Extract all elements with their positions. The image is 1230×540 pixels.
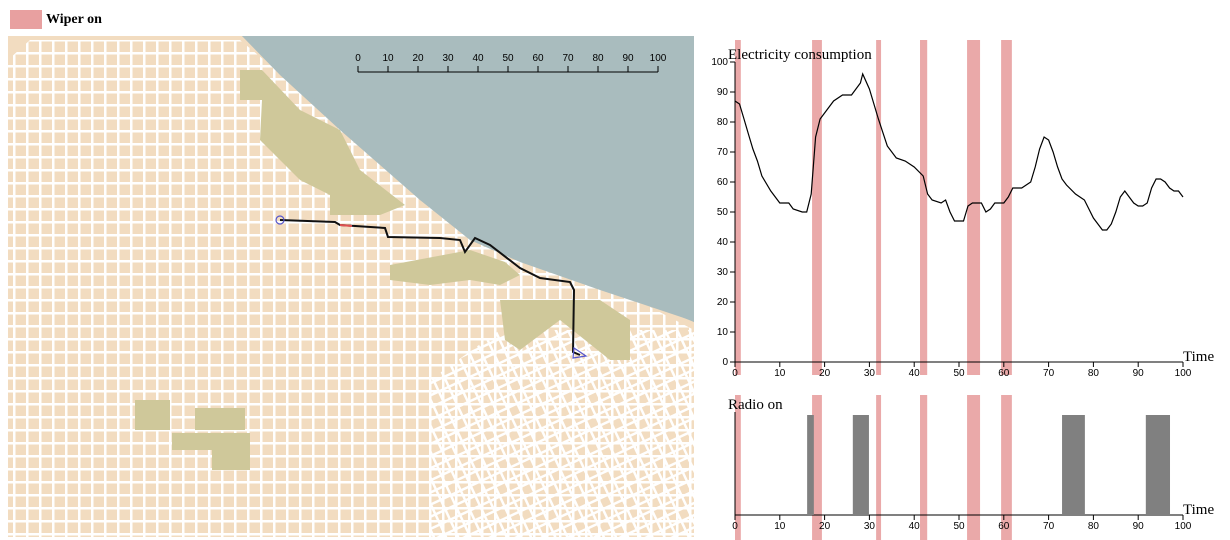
wiper-band: [1001, 40, 1012, 375]
radio-on-bar: [852, 415, 869, 515]
x-axis-label: Time: [1183, 502, 1214, 518]
y-tick-label: 0: [722, 357, 728, 368]
x-tick-label: 100: [1175, 521, 1192, 532]
wiper-band: [735, 40, 741, 375]
x-tick-label: 50: [953, 521, 965, 532]
x-tick-label: 60: [998, 521, 1010, 532]
x-tick-label: 40: [909, 368, 921, 379]
park: [240, 70, 405, 215]
wiper-band: [735, 395, 741, 540]
y-tick-label: 20: [717, 297, 729, 308]
water-edge: [242, 36, 694, 322]
y-tick-label: 80: [717, 117, 729, 128]
y-tick-label: 40: [717, 237, 729, 248]
scale-label: 0: [355, 53, 361, 64]
wiper-band: [876, 40, 882, 375]
x-tick-label: 40: [909, 521, 921, 532]
wiper-band: [1001, 395, 1012, 540]
y-tick-label: 50: [717, 207, 729, 218]
route-start: [275, 215, 285, 225]
y-tick-label: 100: [711, 57, 728, 68]
x-tick-label: 80: [1088, 368, 1100, 379]
scale: 0 10 20 30 40 50 60 70 80 90 100: [355, 53, 667, 72]
x-tick-label: 80: [1088, 521, 1100, 532]
x-tick-label: 30: [864, 521, 876, 532]
chart-title: Electricity consumption: [728, 47, 872, 63]
park: [390, 250, 520, 285]
consumption-line: [734, 72, 1184, 231]
scale-label: 90: [622, 53, 634, 64]
park: [500, 300, 630, 360]
wiper-band: [876, 395, 882, 540]
x-tick-label: 0: [732, 368, 738, 379]
map: 0 10 20 30 40 50 60 70 80 90 100: [8, 36, 694, 537]
y-tick-label: 60: [717, 177, 729, 188]
x-tick-label: 10: [774, 368, 786, 379]
x-tick-label: 70: [1043, 521, 1055, 532]
wiper-band: [812, 40, 822, 375]
route-wiper: [339, 224, 353, 227]
scale-label: 30: [442, 53, 454, 64]
x-tick-label: 50: [953, 368, 965, 379]
streets-diagonal: [430, 330, 694, 537]
legend-swatch: [10, 10, 42, 29]
route: [279, 219, 581, 356]
x-tick-label: 20: [819, 521, 831, 532]
x-tick-label: 100: [1175, 368, 1192, 379]
y-tick-label: 90: [717, 87, 729, 98]
scale-label: 60: [532, 53, 544, 64]
scale-label: 10: [382, 53, 394, 64]
x-tick-label: 0: [732, 521, 738, 532]
x-tick-label: 30: [864, 368, 876, 379]
legend-label: Wiper on: [46, 12, 102, 27]
wiper-band: [812, 395, 822, 540]
chart-title: Radio on: [728, 397, 783, 413]
wiper-band: [920, 395, 928, 540]
scale-label: 80: [592, 53, 604, 64]
wiper-band: [920, 40, 928, 375]
radio-on-bar: [1062, 415, 1085, 515]
scale-label: 100: [650, 53, 667, 64]
x-tick-label: 70: [1043, 368, 1055, 379]
wiper-band: [967, 40, 981, 375]
y-tick-label: 30: [717, 267, 729, 278]
wiper-band: [967, 395, 981, 540]
x-axis-label: Time: [1183, 349, 1214, 365]
x-tick-label: 60: [998, 368, 1010, 379]
x-tick-label: 90: [1133, 368, 1145, 379]
route-end: [572, 346, 588, 359]
x-tick-label: 20: [819, 368, 831, 379]
y-tick-label: 70: [717, 147, 729, 158]
radio-on-bar: [807, 415, 814, 515]
x-tick-label: 10: [774, 521, 786, 532]
y-tick-label: 10: [717, 327, 729, 338]
scale-label: 40: [472, 53, 484, 64]
x-tick-label: 90: [1133, 521, 1145, 532]
radio-on-bar: [1145, 415, 1171, 515]
scale-label: 20: [412, 53, 424, 64]
park: [135, 400, 170, 430]
scale-label: 70: [562, 53, 574, 64]
park: [195, 408, 245, 430]
scale-label: 50: [502, 53, 514, 64]
park: [172, 433, 250, 470]
